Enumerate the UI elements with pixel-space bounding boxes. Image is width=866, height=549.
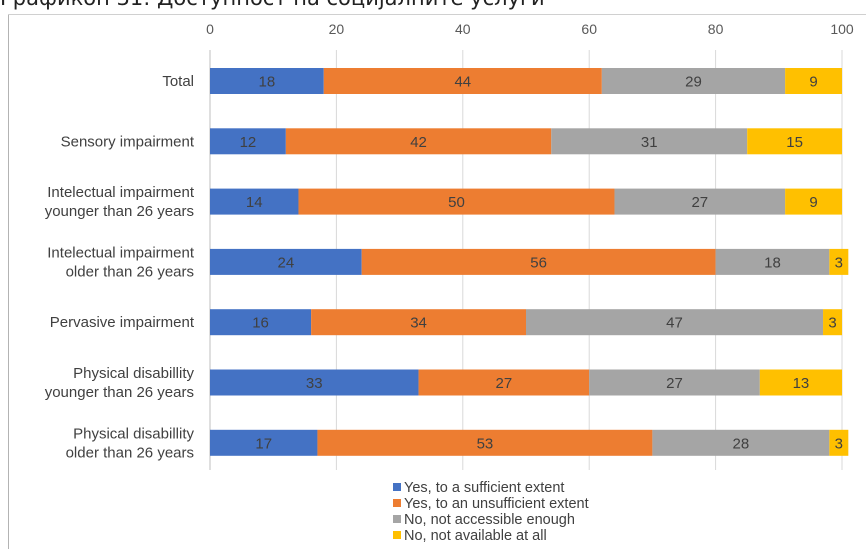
data-label: 15 xyxy=(786,134,803,151)
category-label: older than 26 years xyxy=(66,263,194,280)
data-label: 28 xyxy=(733,435,750,452)
bar-segment xyxy=(210,369,419,396)
x-tick-label: 0 xyxy=(206,21,214,37)
data-label: 27 xyxy=(496,375,513,392)
category-label: Total xyxy=(162,73,194,90)
data-label: 12 xyxy=(240,134,257,151)
bar-segment xyxy=(210,128,286,155)
data-label: 18 xyxy=(259,74,276,91)
category-label: Sensory impairment xyxy=(61,133,195,150)
data-label: 27 xyxy=(691,194,708,211)
bar-segment xyxy=(601,68,786,94)
data-label: 42 xyxy=(410,134,427,151)
data-label: 33 xyxy=(306,375,323,392)
data-label: 17 xyxy=(255,435,272,452)
bar-segment xyxy=(311,309,526,336)
category-label: younger than 26 years xyxy=(45,384,194,401)
bar-segment xyxy=(829,248,849,275)
bar-segment xyxy=(526,309,824,336)
legend-swatch xyxy=(393,531,401,539)
bar-segment xyxy=(210,248,362,275)
bar-segment xyxy=(652,429,830,456)
data-label: 47 xyxy=(666,315,683,332)
category-label: Pervasive impairment xyxy=(50,314,195,331)
bar-segment xyxy=(210,309,312,336)
data-label: 9 xyxy=(809,194,817,211)
bar-segment xyxy=(759,369,842,396)
x-tick-label: 20 xyxy=(329,21,345,37)
data-label: 18 xyxy=(764,254,781,271)
data-label: 13 xyxy=(793,375,810,392)
legend-swatch xyxy=(393,483,401,491)
category-label: younger than 26 years xyxy=(45,203,194,220)
frame-border-top xyxy=(8,14,866,15)
legend-label: No, not accessible enough xyxy=(404,512,575,528)
legend-label: Yes, to an unsufficient extent xyxy=(404,496,589,512)
legend-swatch xyxy=(393,515,401,523)
category-label: Intelectual impairment xyxy=(47,184,195,201)
bar-segment xyxy=(715,248,830,275)
bar-segment xyxy=(210,68,324,94)
data-label: 50 xyxy=(448,194,465,211)
data-label: 27 xyxy=(666,375,683,392)
data-label: 29 xyxy=(685,74,702,91)
bar-segment xyxy=(614,188,786,215)
bar-segment xyxy=(361,248,716,275)
chart-title: Графикон 31: Доступност на социјалните у… xyxy=(0,0,866,16)
x-tick-label: 100 xyxy=(830,21,854,37)
x-tick-label: 60 xyxy=(581,21,597,37)
data-label: 56 xyxy=(530,254,547,271)
x-tick-label: 40 xyxy=(455,21,471,37)
legend-label: No, not available at all xyxy=(404,528,547,544)
data-label: 14 xyxy=(246,194,263,211)
x-tick-label: 80 xyxy=(708,21,724,37)
bar-segment xyxy=(418,369,590,396)
bar-segment xyxy=(785,188,842,215)
data-label: 3 xyxy=(835,254,843,271)
bar-segment xyxy=(823,309,842,336)
category-label: Physical disabillity xyxy=(73,425,194,442)
data-label: 34 xyxy=(410,315,427,332)
bar-segment xyxy=(589,369,760,396)
data-label: 31 xyxy=(641,134,658,151)
bar-segment xyxy=(829,429,849,456)
bar-segment xyxy=(210,188,299,215)
data-label: 44 xyxy=(454,74,471,91)
data-label: 24 xyxy=(277,254,294,271)
data-label: 3 xyxy=(828,315,836,332)
category-label: older than 26 years xyxy=(66,444,194,461)
bar-segment xyxy=(317,429,653,456)
data-label: 3 xyxy=(835,435,843,452)
bar-segment xyxy=(210,429,318,456)
data-label: 9 xyxy=(809,74,817,91)
bar-segment xyxy=(298,188,615,215)
bar-segment xyxy=(747,128,842,155)
legend-label: Yes, to a sufficient extent xyxy=(404,480,564,496)
bar-segment xyxy=(323,68,602,94)
data-label: 53 xyxy=(477,435,494,452)
legend-swatch xyxy=(393,499,401,507)
bar-segment xyxy=(551,128,748,155)
data-label: 16 xyxy=(252,315,269,332)
bar-segment xyxy=(785,68,842,94)
frame-border-left xyxy=(8,14,9,549)
bar-segment xyxy=(285,128,552,155)
category-label: Intelectual impairment xyxy=(47,244,195,261)
category-label: Physical disabillity xyxy=(73,365,194,382)
